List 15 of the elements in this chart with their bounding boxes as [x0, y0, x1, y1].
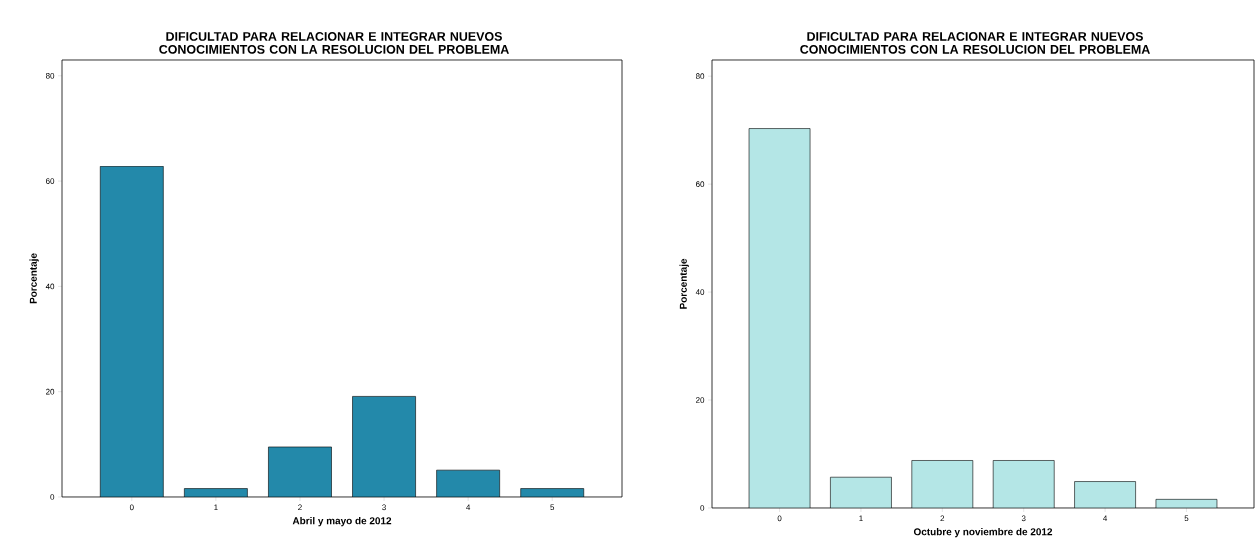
x-axis-title: Abril y mayo de 2012: [292, 516, 392, 527]
bar: [99, 166, 164, 497]
bar: [911, 460, 974, 508]
bar: [352, 396, 416, 497]
chart-title: DIFICULTAD PARA RELACIONAR E INTEGRAR NUEVOS CONOCIMIENTOS CON LA RESOLUCION DEL PROBLEMA: [159, 32, 509, 54]
bar: [749, 128, 811, 508]
bar: [436, 469, 500, 497]
y-axis-title: Porcentaje: [29, 253, 39, 304]
chart-title: DIFICULTAD PARA RELACIONAR E INTEGRAR NUEVOS CONOCIMIENTOS CON LA RESOLUCION DEL PROBLEMA: [800, 32, 1150, 54]
bar: [992, 460, 1055, 508]
x-axis-title: Octubre y noviembre de 2012: [913, 527, 1053, 538]
y-axis-title: Porcentaje: [679, 258, 689, 309]
bar: [268, 446, 332, 497]
bar: [1074, 481, 1136, 508]
bar: [830, 476, 892, 508]
